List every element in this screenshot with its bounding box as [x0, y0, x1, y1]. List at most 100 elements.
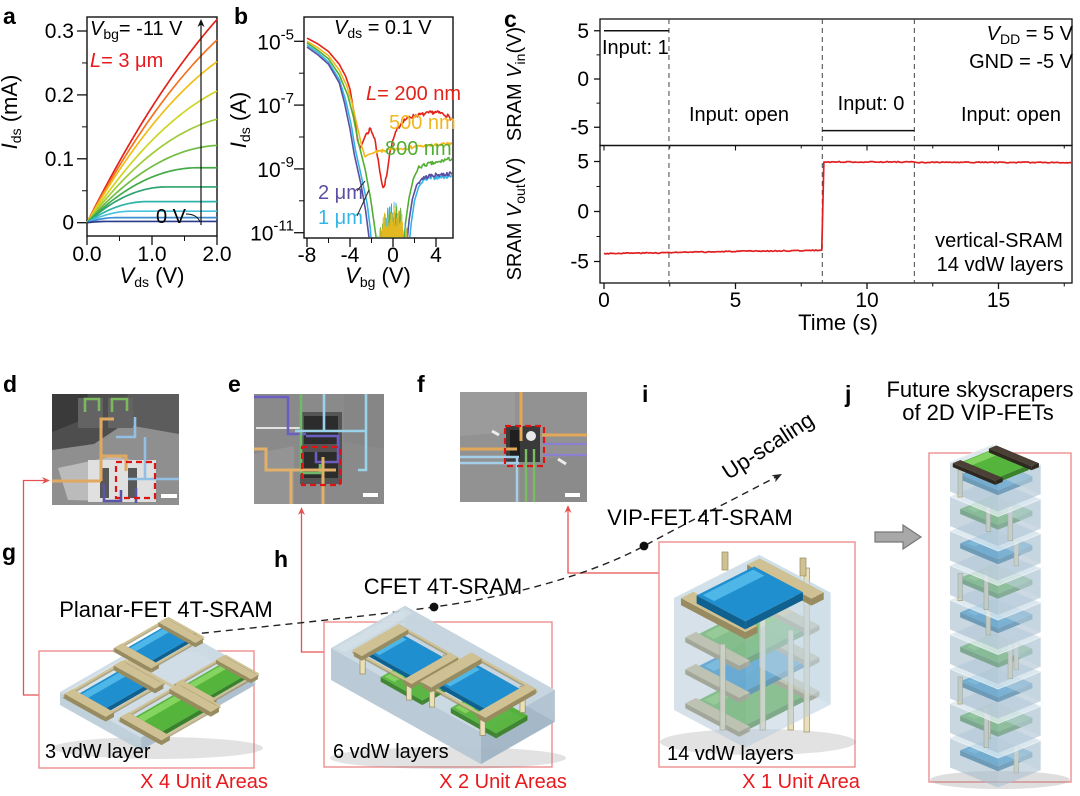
annotation-input-1: Input: 1 [602, 37, 669, 59]
tower-cap-bar-left-top [952, 460, 1003, 481]
sem-d-slot-1 [100, 468, 109, 498]
cfet-back-blue-slab-left [365, 650, 414, 682]
cfet-front-blue-bar1-top [422, 653, 482, 688]
noise-floor-trace [379, 207, 407, 238]
cfet-front-blue-bar2-left [476, 712, 486, 723]
curve-vbg--8 [86, 90, 218, 224]
sem-d-wire-green [83, 397, 129, 412]
transition-arrow [874, 523, 923, 551]
device-blue-left-bar1-left [64, 693, 106, 722]
curve-vbg-0 [86, 220, 217, 224]
vip-top-blue-sheen [702, 569, 765, 602]
sem-d-wire-orange [52, 417, 128, 483]
panel-j: j Future skyscrapers of 2D VIP-FETs [844, 377, 1074, 789]
panel-h-title: CFET 4T-SRAM [364, 574, 523, 599]
panel-a-annotation-vbg: Vbg= -11 V [90, 18, 183, 42]
panel-f-letter: f [417, 371, 425, 397]
0v-pointer-arc [185, 213, 201, 223]
device-green-right-bar2-top [215, 655, 258, 680]
panel-i-unit-box [658, 541, 856, 768]
panel-c-ytick-top-label: -5 [570, 116, 589, 139]
panel-b-ytick-label: 10-5 [257, 26, 294, 54]
device-blue-left-bar2-left [113, 665, 156, 694]
panel-a-curves [86, 18, 218, 224]
panel-a-annotation-0v: 0 V [156, 206, 187, 228]
panel-a-xtick-label: 2.0 [202, 243, 231, 266]
curve-vbg--10 [86, 39, 218, 224]
device-green-front-slab-front [158, 705, 207, 739]
panel-g: g Planar-FET 4T-SRAM 3 vdW layer X 4 Uni… [2, 539, 273, 793]
panel-b-curves [306, 37, 453, 238]
device-blue-back-bar2-top [158, 618, 203, 644]
sem-f-stack-darker [510, 430, 520, 458]
device-green-right-slab-front [207, 674, 248, 702]
annotation-vdd: VDD = 5 V [987, 23, 1074, 47]
transfer-curve [306, 44, 372, 238]
cfet-front-blue-bar1-left [422, 682, 432, 693]
transfer-curve [406, 171, 453, 238]
panel-b-letter: b [234, 3, 248, 29]
device-blue-back-bar1-left [114, 647, 152, 673]
render-h-shadow [330, 747, 566, 769]
panel-b-legend-1um: 1 μm [318, 207, 363, 229]
device-green-right-bar2-left [215, 659, 251, 684]
panel-c-ytick-bottom-label: 0 [577, 201, 589, 224]
panel-i-layers-label: 14 vdW layers [667, 743, 794, 765]
curve-vbg--5 [86, 166, 217, 224]
transfer-curve [403, 156, 453, 238]
panel-c: c 0 5 10 15 5 0 -5 5 0 -5 SRAM Vin(V) SRAM Vout(V… [504, 6, 1074, 335]
render-planar-fet-sram [53, 616, 263, 759]
cfet-back-blue-bar1-left [353, 651, 362, 661]
device-blue-left-bar1-top [64, 688, 114, 717]
curve-vbg--11 [86, 18, 218, 224]
device-blue-left-sheen [80, 670, 131, 699]
panel-i-letter: i [642, 381, 648, 407]
panel-c-ytick-top-label: 0 [577, 68, 589, 91]
sem-e-scale-bar [363, 493, 378, 497]
panel-b-legend-800nm: 800 nm [385, 138, 452, 160]
connector-d-arrowhead [42, 477, 50, 484]
panel-b-xtick-label: 4 [430, 244, 442, 267]
panel-c-letter: c [504, 6, 517, 32]
connector-e-arrowhead [298, 507, 305, 515]
device-green-front-sheen [136, 693, 186, 722]
tower-left-6 [950, 669, 998, 719]
connector-f-arrowhead [564, 505, 572, 513]
device-green-front-bar1-left [120, 717, 162, 746]
tower-cap-green-front [998, 465, 1029, 483]
upscaling-label: Up-scaling [718, 407, 819, 485]
panel-a-ytick-label: 0.3 [45, 20, 74, 43]
sem-f-wire-green [524, 449, 536, 502]
panel-c-ylabel-top: SRAM Vin(V) [504, 27, 528, 141]
tower-cap-bar-right-top [988, 445, 1039, 467]
upscaling-arrowhead [771, 474, 782, 483]
curve-vbg--2 [86, 210, 217, 224]
panel-a-xlabel: Vds (V) [120, 263, 185, 290]
panel-a-ytick-label: 0.2 [45, 84, 74, 107]
curve-vbg--9 [86, 60, 218, 224]
sem-f-wire-blue [460, 455, 519, 502]
panel-b-xtick-label: -4 [341, 244, 360, 267]
vip-top-bar-right-top [747, 558, 824, 599]
panel-c-traces [603, 30, 1073, 255]
connectors [22, 474, 782, 696]
panel-c-frame-bottom [599, 144, 1073, 284]
panel-d-letter: d [3, 371, 17, 397]
render-h-base-left [331, 648, 481, 765]
panel-b-legend-2um: 2 μm [318, 182, 363, 204]
panel-c-xtick-label: 0 [598, 289, 610, 312]
panel-h-letter: h [274, 546, 288, 572]
panel-b-ytick-label: 10-9 [257, 154, 294, 182]
cfet-front-blue-bar1-front [431, 658, 482, 693]
panel-c-ytick-bottom-label: 5 [577, 151, 589, 174]
panel-c-ytick-bottom-label: -5 [570, 251, 589, 274]
vip-top-post-0 [721, 551, 729, 571]
panel-b-frame [303, 16, 454, 239]
sem-e-shade-2 [344, 394, 384, 449]
annotation-input-open-2: Input: open [961, 104, 1061, 126]
vip-top-blue-top [696, 566, 803, 622]
cfet-back-blue-bar2-left [403, 679, 412, 689]
panel-f: f [417, 371, 587, 502]
tower-left-8 [950, 738, 998, 788]
render-cfet-sram [330, 605, 566, 769]
